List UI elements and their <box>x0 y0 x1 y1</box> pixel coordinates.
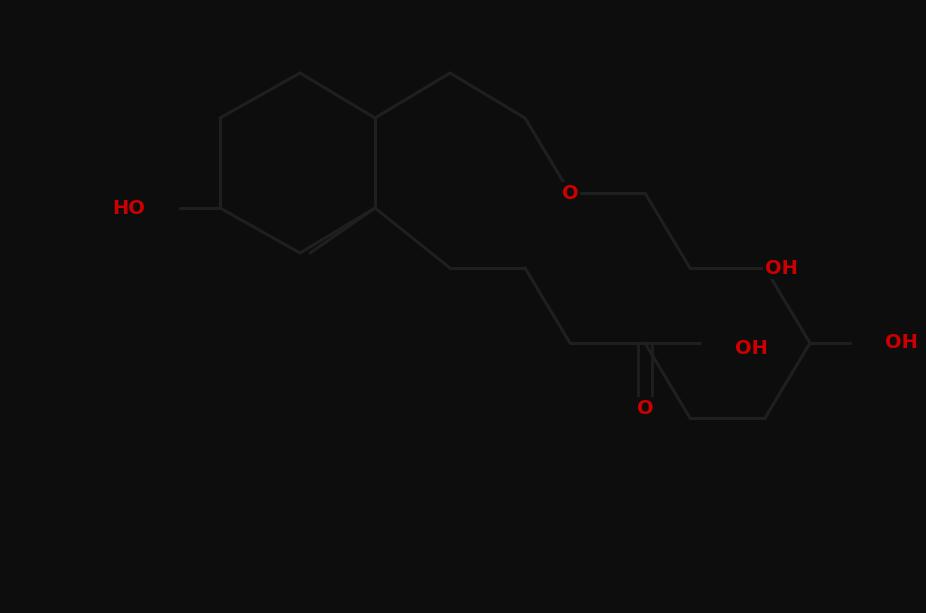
Text: OH: OH <box>765 259 798 278</box>
Text: O: O <box>562 183 579 202</box>
Text: OH: OH <box>885 333 918 352</box>
Text: O: O <box>637 398 654 417</box>
Text: OH: OH <box>735 338 768 357</box>
Text: HO: HO <box>112 199 145 218</box>
